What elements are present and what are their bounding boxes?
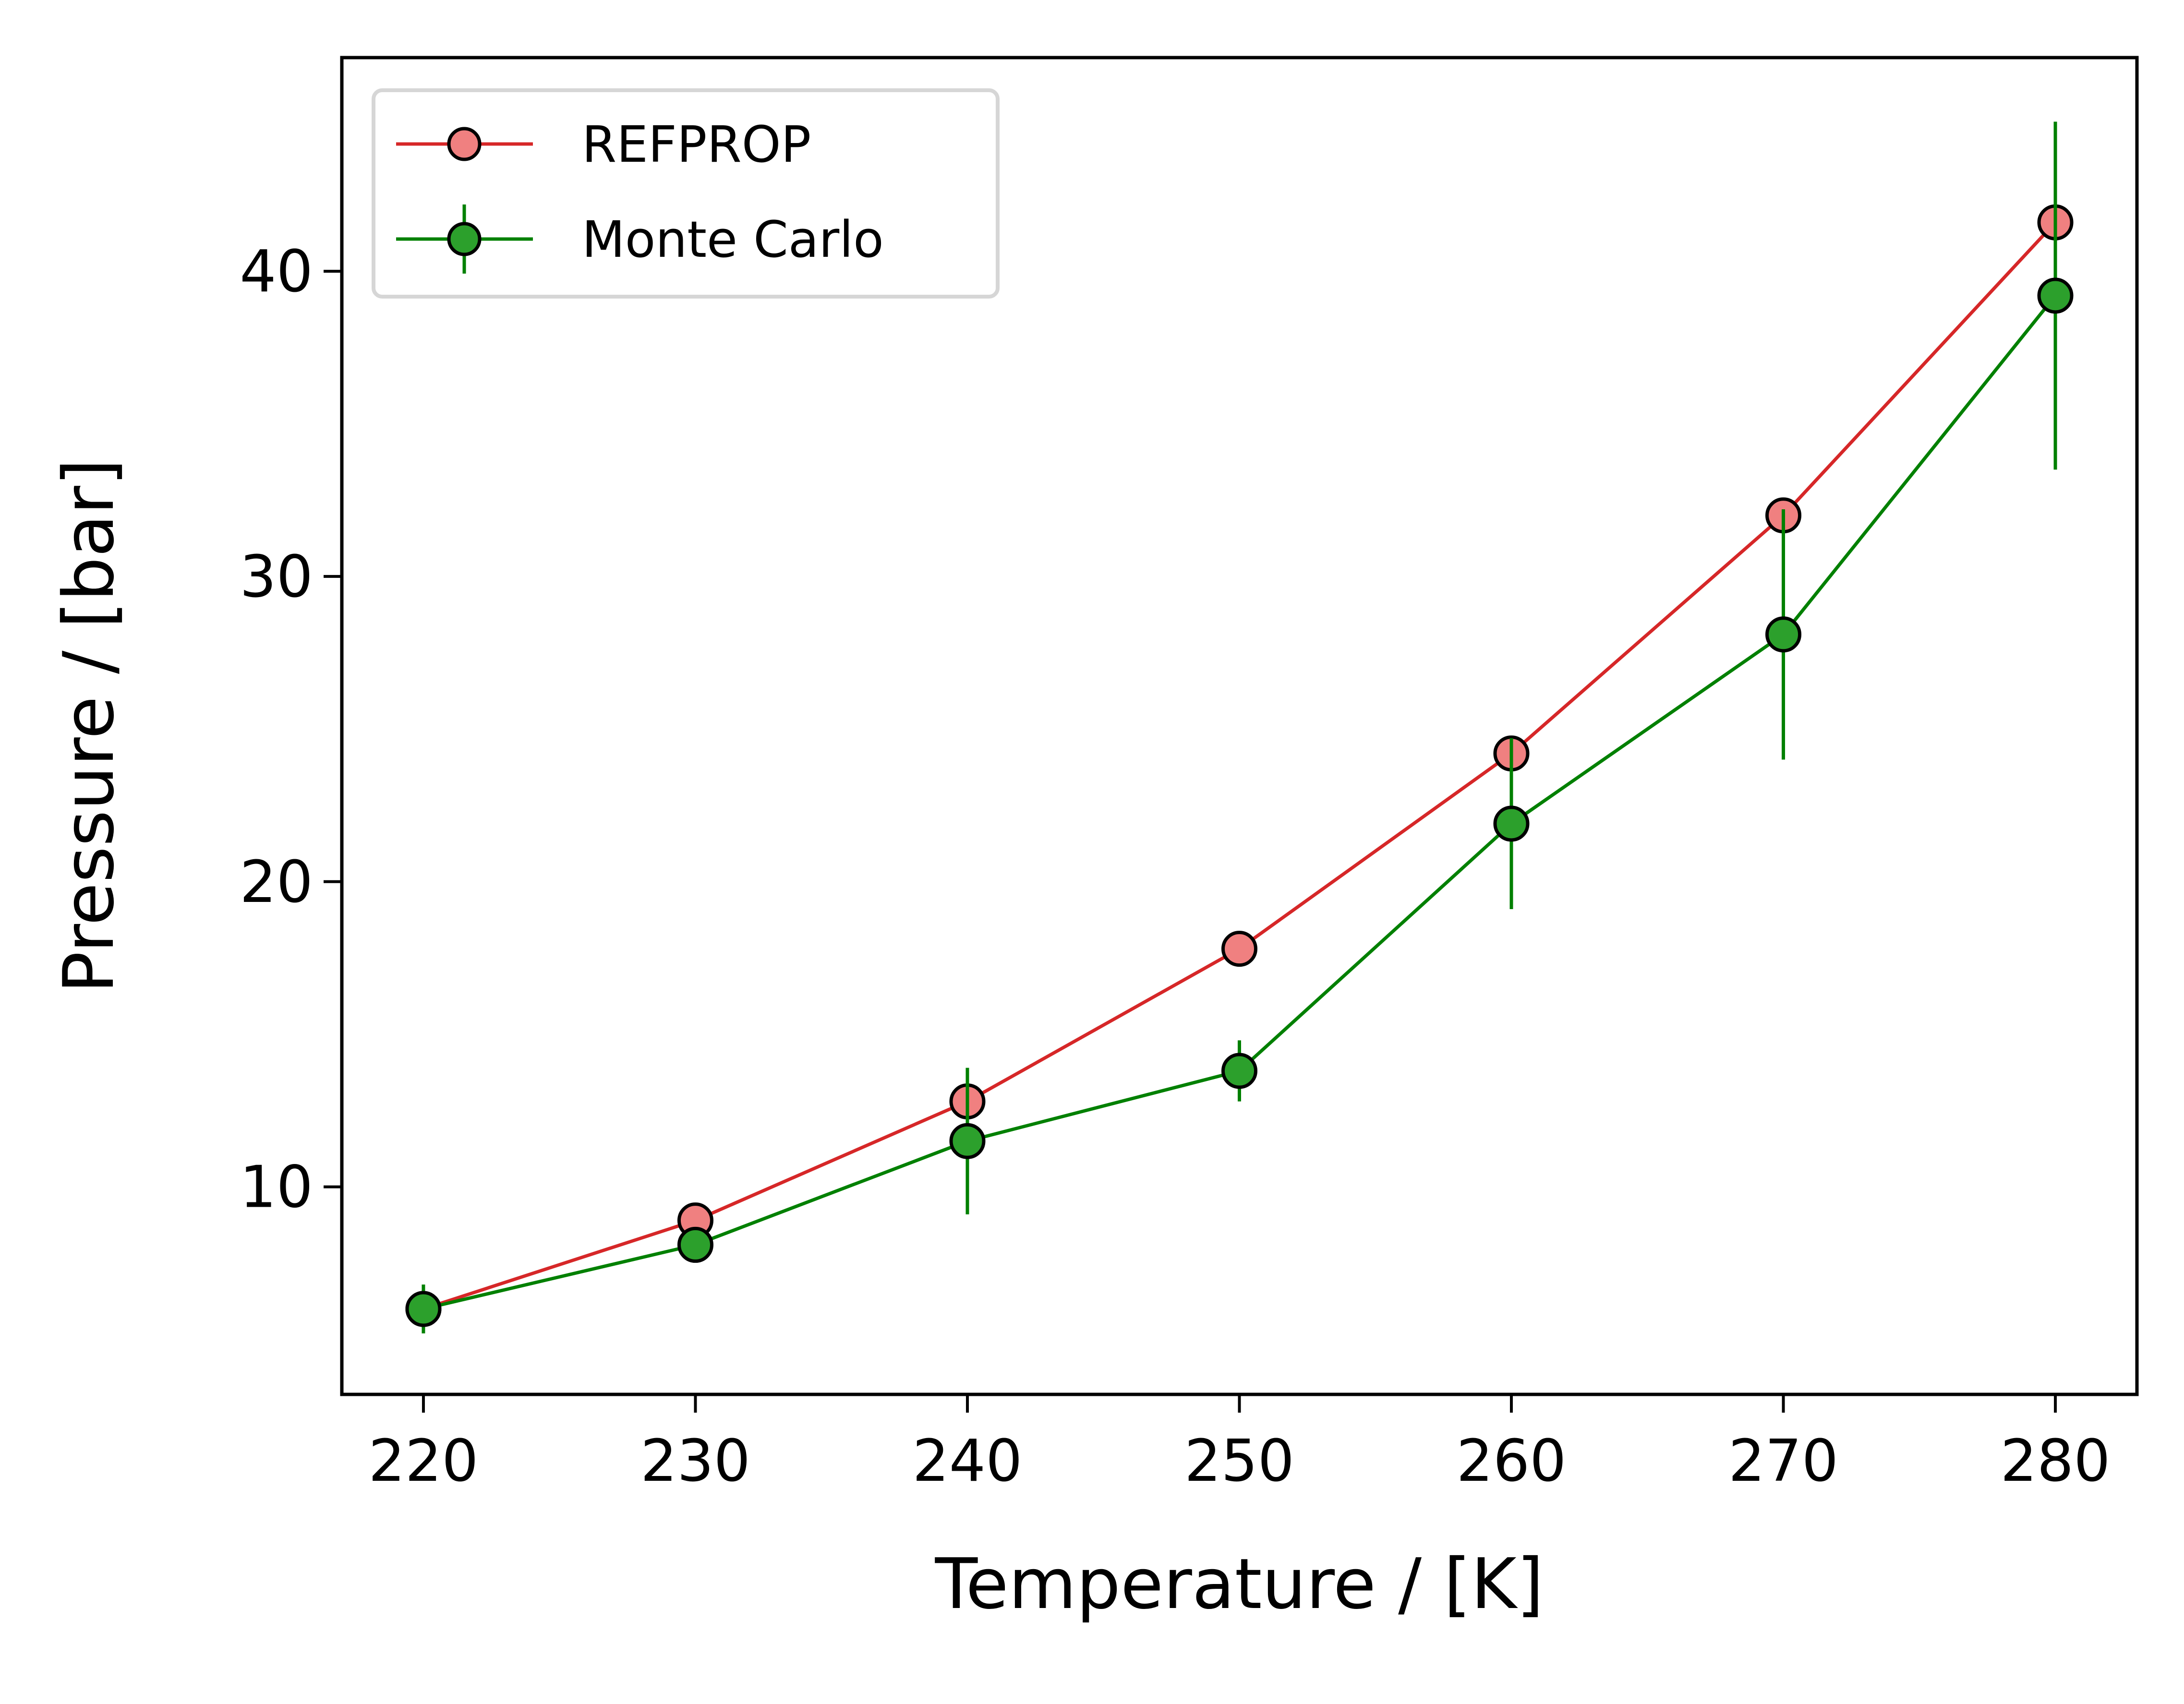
data-point (1221, 931, 1257, 967)
data-point (677, 1226, 713, 1263)
data-point (2037, 277, 2074, 314)
x-tick-label: 230 (640, 1428, 750, 1495)
x-axis-ticks: 220 230 240 250 260 270 280 (368, 1394, 2111, 1495)
x-tick-label: 260 (1456, 1428, 1566, 1495)
data-point (949, 1123, 986, 1159)
y-tick-label: 30 (240, 544, 313, 611)
y-tick-label: 10 (240, 1154, 313, 1221)
data-point (405, 1291, 442, 1327)
legend-marker (447, 222, 482, 256)
x-tick-label: 220 (368, 1428, 478, 1495)
x-axis-label: Temperature / [K] (935, 1544, 1544, 1625)
x-tick-label: 250 (1184, 1428, 1294, 1495)
y-tick-label: 20 (240, 849, 313, 916)
x-tick-label: 240 (912, 1428, 1022, 1495)
legend-marker (447, 127, 482, 161)
legend-entry: REFPROP (396, 115, 811, 174)
y-axis-ticks: 10 20 30 40 (240, 239, 342, 1221)
legend-label: Monte Carlo (582, 210, 884, 269)
legend-entry: Monte Carlo (396, 204, 884, 274)
data-point (1221, 1053, 1257, 1089)
series-monte-carlo (405, 121, 2074, 1333)
plot-area (405, 121, 2074, 1333)
legend: REFPROP Monte Carlo (372, 88, 1000, 299)
axes-frame (340, 56, 2139, 1396)
y-tick-label: 40 (240, 239, 313, 305)
legend-box (372, 88, 1000, 299)
y-axis-label: Pressure / [bar] (48, 459, 130, 994)
x-tick-label: 270 (1728, 1428, 1838, 1495)
legend-label: REFPROP (582, 115, 811, 174)
data-point (1765, 616, 1802, 653)
x-tick-label: 280 (2001, 1428, 2111, 1495)
data-point (1493, 805, 1530, 842)
